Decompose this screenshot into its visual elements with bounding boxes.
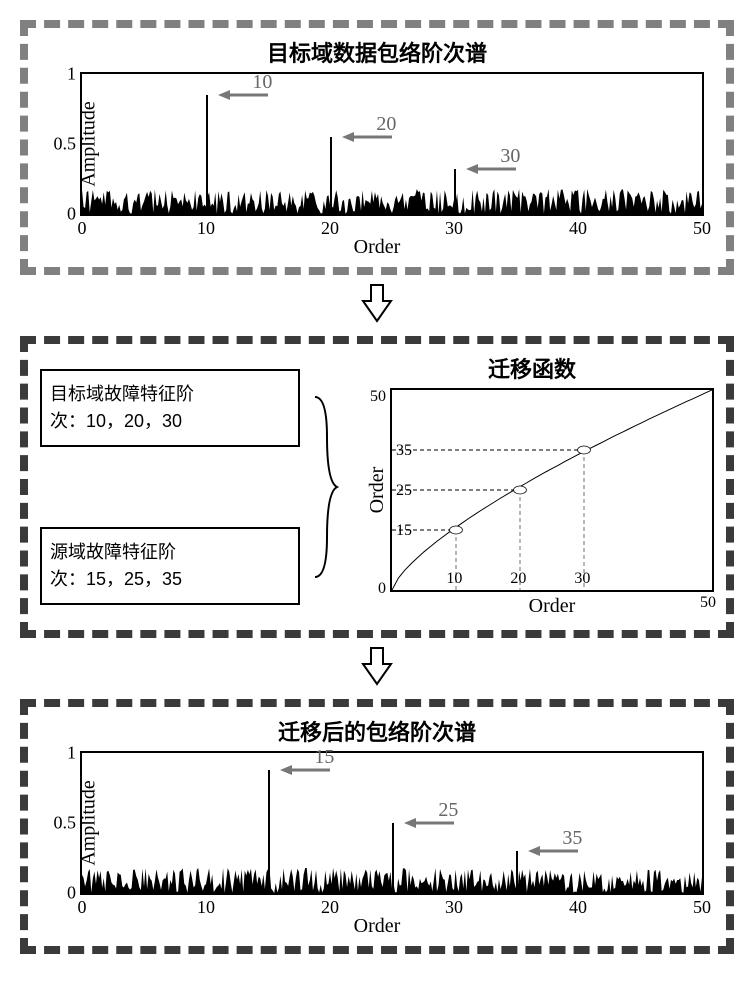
bot-yticks: 1 0.5 0 (48, 753, 78, 893)
xtick: 0 (78, 897, 87, 918)
peak-annotation: 30 (466, 157, 540, 180)
target-orders-box: 目标域故障特征阶 次：10，20，30 (40, 369, 300, 447)
flow-arrow-1 (20, 283, 734, 328)
mid-left-column: 目标域故障特征阶 次：10，20，30 源域故障特征阶 次：15，25，35 (40, 352, 300, 622)
transfer-xlabel: Order (529, 595, 576, 618)
transfer-ylabel: Order (366, 467, 389, 514)
ytick-0.5: 0.5 (54, 134, 77, 155)
source-orders-line1: 源域故障特征阶 (50, 539, 290, 566)
peak-annotation: 15 (280, 758, 354, 781)
top-ylabel: Amplitude (77, 101, 100, 187)
peak-annotation: 10 (218, 83, 292, 106)
spectrum-peak (268, 770, 270, 893)
top-chart: Amplitude 1 0.5 0 0 10 20 30 40 50 10203… (80, 72, 704, 216)
source-orders-box: 源域故障特征阶 次：15，25，35 (40, 527, 300, 605)
peak-annotation: 25 (404, 811, 478, 834)
ytick-0: 0 (67, 883, 76, 904)
xtick: 20 (321, 218, 339, 239)
spectrum-peak (392, 823, 394, 893)
ytick-50: 50 (370, 388, 386, 406)
spectrum-peak (516, 851, 518, 893)
xtick: 50 (693, 218, 711, 239)
top-panel-title: 目标域数据包络阶次谱 (40, 36, 714, 68)
xdash-20: 20 (510, 570, 526, 588)
xtick: 40 (569, 218, 587, 239)
peak-annotation: 35 (528, 839, 602, 862)
xtick: 20 (321, 897, 339, 918)
xdash-10: 10 (446, 570, 462, 588)
ytick-1: 1 (67, 64, 76, 85)
bot-xlabel: Order (40, 915, 714, 938)
xtick: 30 (445, 218, 463, 239)
spectrum-peak (454, 169, 456, 214)
xtick: 0 (78, 218, 87, 239)
ytick-1: 1 (67, 743, 76, 764)
xtick-50: 50 (700, 594, 716, 612)
transfer-fn-title: 迁移函数 (350, 352, 714, 384)
target-orders-line2: 次：10，20，30 (50, 408, 290, 435)
top-xticks: 0 10 20 30 40 50 (82, 218, 702, 238)
ytick-0: 0 (67, 204, 76, 225)
target-orders-line1: 目标域故障特征阶 (50, 381, 290, 408)
top-panel: 目标域数据包络阶次谱 Amplitude 1 0.5 0 0 10 20 30 … (20, 20, 734, 275)
xtick: 10 (197, 218, 215, 239)
noise-floor (82, 186, 702, 214)
mid-right-column: 迁移函数 Order Order 50 0 50 35 25 15 10 (350, 352, 714, 622)
ytick-0: 0 (378, 580, 386, 598)
xtick: 50 (693, 897, 711, 918)
top-xlabel: Order (40, 236, 714, 259)
top-yticks: 1 0.5 0 (48, 74, 78, 214)
brace-icon (310, 352, 340, 622)
xtick: 40 (569, 897, 587, 918)
ydash-35: 35 (396, 442, 412, 460)
bot-panel: 迁移后的包络阶次谱 Amplitude 1 0.5 0 0 10 20 30 4… (20, 699, 734, 954)
xtick: 30 (445, 897, 463, 918)
flow-arrow-2 (20, 646, 734, 691)
bot-xticks: 0 10 20 30 40 50 (82, 897, 702, 917)
spectrum-peak (206, 95, 208, 214)
ydash-25: 25 (396, 482, 412, 500)
bot-panel-title: 迁移后的包络阶次谱 (40, 715, 714, 747)
transfer-chart: Order Order 50 0 50 35 25 15 10 20 30 (390, 388, 714, 592)
xdash-30: 30 (574, 570, 590, 588)
mid-panel: 目标域故障特征阶 次：10，20，30 源域故障特征阶 次：15，25，35 迁… (20, 336, 734, 638)
xtick: 10 (197, 897, 215, 918)
ytick-0.5: 0.5 (54, 813, 77, 834)
peak-annotation: 20 (342, 125, 416, 148)
source-orders-line2: 次：15，25，35 (50, 566, 290, 593)
ydash-15: 15 (396, 522, 412, 540)
bot-ylabel: Amplitude (77, 780, 100, 866)
bot-chart: Amplitude 1 0.5 0 0 10 20 30 40 50 15253… (80, 751, 704, 895)
spectrum-peak (330, 137, 332, 214)
